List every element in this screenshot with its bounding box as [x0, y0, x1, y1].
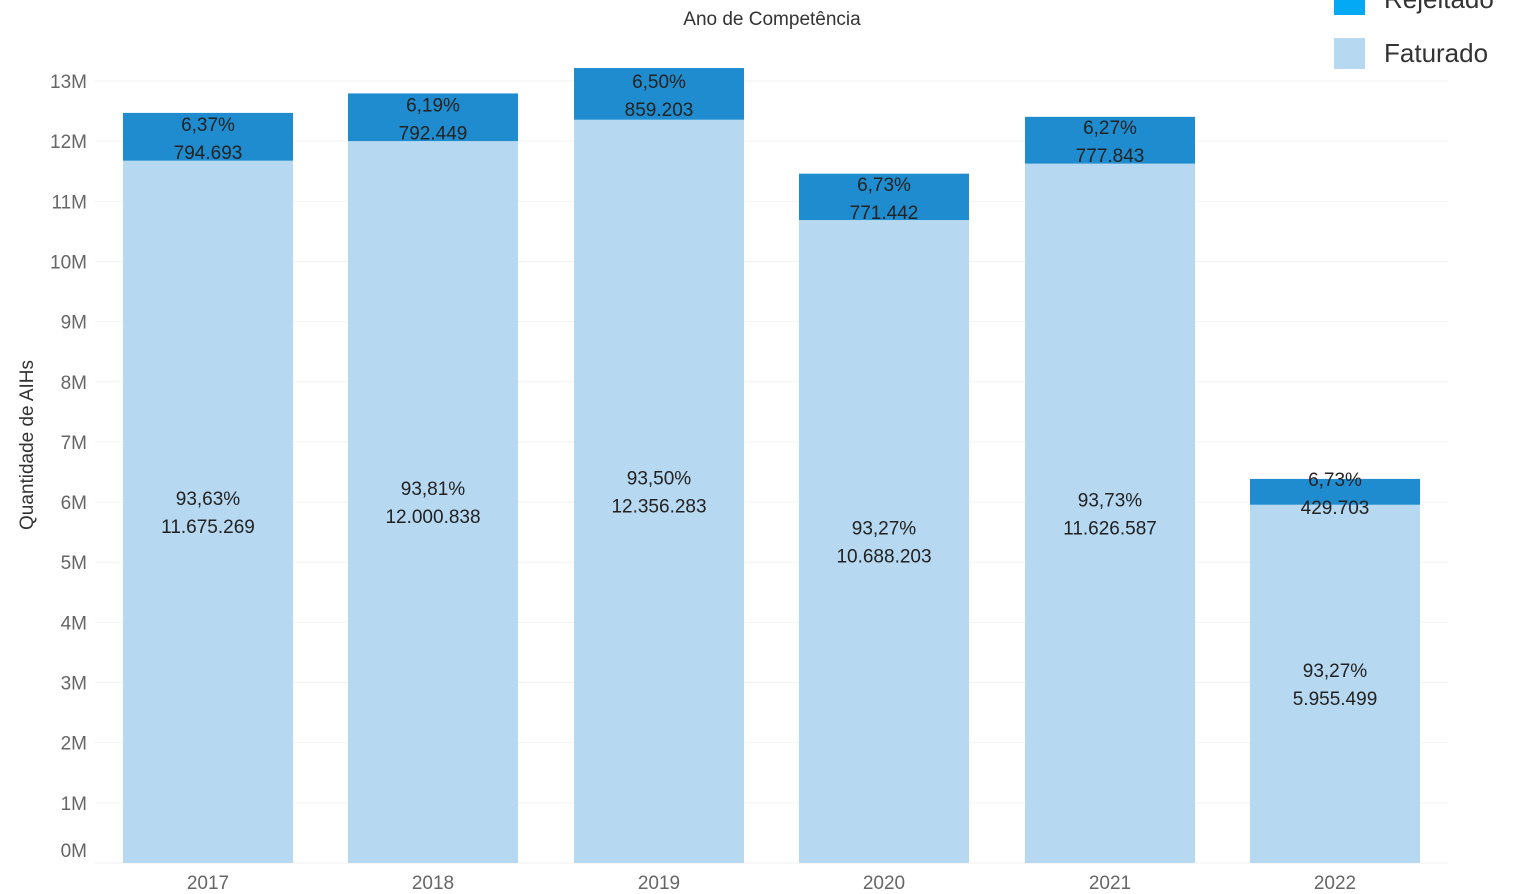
- x-tick-label: 2021: [1089, 873, 1131, 894]
- data-label-faturado-pct: 93,63%: [176, 489, 241, 510]
- legend-label-faturado: Faturado: [1384, 38, 1489, 68]
- x-tick-label: 2022: [1314, 873, 1356, 894]
- y-axis-label: Quantidade de AIHs: [17, 360, 38, 530]
- data-label-rejeitado-pct: 6,27%: [1083, 118, 1137, 139]
- bar-faturado-2021[interactable]: [1025, 163, 1195, 863]
- y-tick-label: 0M: [61, 841, 87, 862]
- data-label-rejeitado-value: 429.703: [1301, 498, 1370, 519]
- data-label-faturado-value: 5.955.499: [1293, 689, 1378, 710]
- bars: 6,37% 794.693 93,63% 11.675.269 6,19% 792.449…: [123, 68, 1420, 864]
- y-tick-label: 5M: [61, 553, 87, 574]
- data-label-rejeitado-pct: 6,73%: [1308, 470, 1362, 491]
- y-tick-label: 1M: [61, 794, 87, 815]
- x-axis-ticks: 2017 2018 2019 2020 2021 2022: [187, 873, 1356, 894]
- legend-swatch-rejeitado: [1334, 0, 1365, 15]
- data-label-rejeitado-value: 792.449: [399, 123, 468, 144]
- legend-swatch-faturado: [1334, 38, 1365, 69]
- x-tick-label: 2017: [187, 873, 229, 894]
- bar-faturado-2019[interactable]: [574, 119, 744, 864]
- data-label-rejeitado-pct: 6,73%: [857, 175, 911, 196]
- data-label-faturado-value: 11.675.269: [161, 517, 255, 538]
- bar-faturado-2022[interactable]: [1250, 504, 1420, 863]
- bar-rejeitado-2019[interactable]: [574, 68, 744, 120]
- y-tick-label: 13M: [50, 72, 87, 93]
- data-label-rejeitado-value: 777.843: [1076, 146, 1145, 167]
- data-label-faturado-value: 12.000.838: [385, 507, 480, 528]
- data-label-faturado-pct: 93,73%: [1078, 490, 1143, 511]
- y-tick-label: 9M: [61, 313, 87, 334]
- y-tick-label: 4M: [61, 613, 87, 634]
- y-tick-label: 10M: [50, 252, 87, 273]
- bar-faturado-2020[interactable]: [799, 220, 969, 863]
- y-axis-ticks: 0M 1M 2M 3M 4M 5M 6M 7M 8M 9M 10M 11M 12M 13M: [50, 72, 87, 862]
- y-tick-label: 3M: [61, 674, 87, 695]
- y-tick-label: 11M: [51, 192, 87, 213]
- y-tick-label: 7M: [61, 433, 87, 454]
- data-label-rejeitado-pct: 6,50%: [632, 72, 686, 93]
- y-tick-label: 8M: [61, 373, 87, 394]
- data-label-faturado-pct: 93,27%: [1303, 661, 1368, 682]
- x-tick-label: 2020: [863, 873, 905, 894]
- data-label-faturado-pct: 93,50%: [627, 468, 692, 489]
- legend-label-rejeitado: Rejeitado: [1384, 0, 1494, 15]
- data-label-faturado-pct: 93,27%: [852, 519, 917, 540]
- bar-rejeitado-2018[interactable]: [348, 93, 518, 142]
- x-tick-label: 2019: [638, 873, 680, 894]
- data-label-faturado-value: 10.688.203: [836, 547, 931, 568]
- data-label-rejeitado-pct: 6,37%: [181, 115, 235, 136]
- x-tick-label: 2018: [412, 873, 454, 894]
- data-label-rejeitado-value: 794.693: [174, 143, 243, 164]
- y-tick-label: 6M: [61, 493, 87, 514]
- gridlines: [95, 80, 1448, 864]
- data-label-faturado-pct: 93,81%: [401, 479, 466, 500]
- bar-faturado-2018[interactable]: [348, 141, 518, 863]
- data-label-faturado-value: 11.626.587: [1063, 518, 1157, 539]
- chart-title: Ano de Competência: [683, 9, 861, 30]
- data-label-rejeitado-value: 859.203: [625, 100, 694, 121]
- bar-rejeitado-2017[interactable]: [123, 112, 293, 161]
- y-tick-label: 2M: [61, 734, 87, 755]
- bar-rejeitado-2022[interactable]: [1250, 478, 1420, 505]
- bar-rejeitado-2020[interactable]: [799, 173, 969, 221]
- y-tick-label: 12M: [50, 132, 87, 153]
- bar-faturado-2017[interactable]: [123, 160, 293, 863]
- bar-rejeitado-2021[interactable]: [1025, 116, 1195, 164]
- data-label-rejeitado-pct: 6,19%: [406, 95, 460, 116]
- data-label-faturado-value: 12.356.283: [611, 496, 706, 517]
- data-label-rejeitado-value: 771.442: [850, 203, 919, 224]
